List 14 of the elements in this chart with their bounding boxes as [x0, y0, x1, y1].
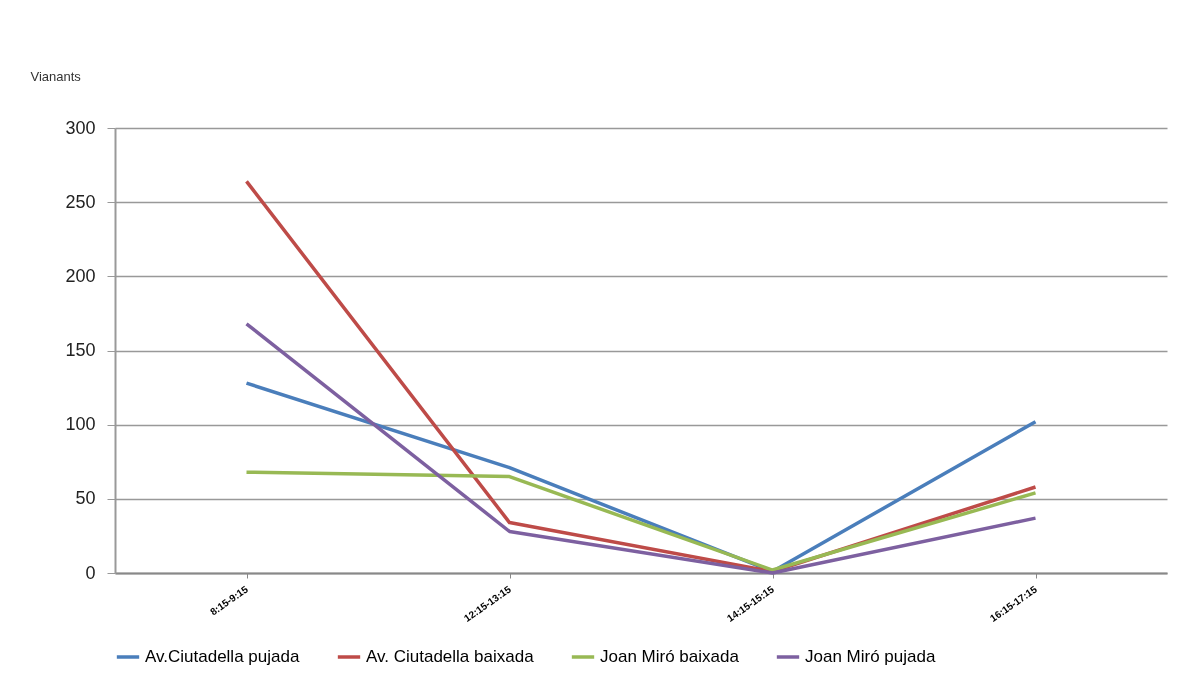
y-tick-label: 100	[65, 414, 96, 435]
y-axis-title: Vianants	[30, 68, 82, 84]
y-tick-label: 50	[75, 488, 96, 509]
y-tick-label: 250	[65, 191, 96, 212]
line-series	[244, 322, 1038, 575]
legend-label: Joan Miró pujada	[805, 647, 936, 666]
y-tick-label: 300	[65, 117, 96, 138]
y-tick-label: 200	[65, 265, 96, 286]
legend-label: Av. Ciutadella baixada	[366, 647, 535, 666]
y-tick-label: 150	[65, 340, 96, 360]
line-series	[244, 470, 1038, 572]
y-tick-label: 0	[85, 562, 96, 583]
legend-label: Av.Ciutadella pujada	[145, 647, 300, 666]
legend-label: Joan Miró baixada	[600, 647, 740, 666]
